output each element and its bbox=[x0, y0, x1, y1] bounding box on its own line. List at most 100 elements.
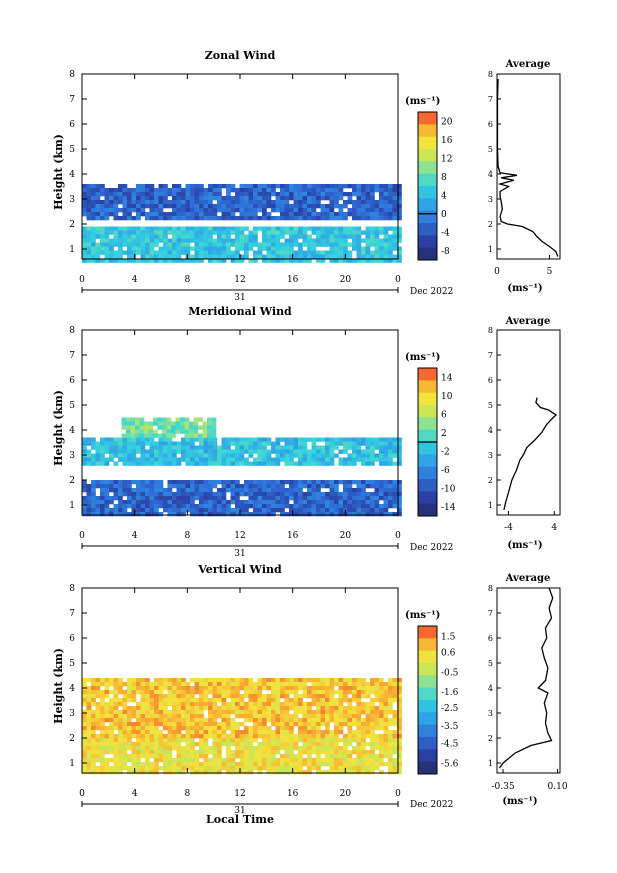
heatmap-cell bbox=[145, 480, 150, 485]
heatmap-cell bbox=[181, 238, 186, 243]
heatmap-cell bbox=[226, 488, 231, 493]
profile-y-tick-label: 5 bbox=[488, 401, 493, 410]
heatmap-cell bbox=[316, 196, 321, 201]
heatmap-cell bbox=[289, 702, 294, 707]
heatmap-cell bbox=[302, 742, 308, 747]
heatmap-cell bbox=[388, 496, 393, 501]
heatmap-cell bbox=[325, 750, 330, 755]
heatmap-cell bbox=[190, 254, 195, 259]
heatmap-cell bbox=[289, 480, 294, 485]
heatmap-cell bbox=[248, 750, 254, 755]
heatmap-cell bbox=[257, 184, 263, 189]
heatmap-cell bbox=[171, 433, 176, 438]
heatmap-cell bbox=[181, 258, 186, 263]
heatmap-cell bbox=[257, 242, 263, 247]
heatmap-cell bbox=[226, 437, 231, 442]
heatmap-cell bbox=[320, 216, 326, 221]
heatmap-cell bbox=[320, 480, 326, 485]
heatmap-cell bbox=[118, 730, 123, 735]
heatmap-cell bbox=[145, 686, 150, 691]
heatmap-cell bbox=[253, 226, 258, 231]
heatmap-cell bbox=[293, 694, 299, 699]
heatmap-cell bbox=[320, 449, 326, 454]
heatmap-cell bbox=[266, 246, 272, 251]
heatmap-cell bbox=[356, 710, 362, 715]
heatmap-cell bbox=[230, 453, 236, 458]
heatmap-cell bbox=[100, 234, 105, 239]
heatmap-cell bbox=[316, 726, 321, 731]
heatmap-cell bbox=[302, 258, 308, 263]
heatmap-cell bbox=[352, 480, 357, 485]
heatmap-cell bbox=[347, 742, 353, 747]
heatmap-cell bbox=[122, 204, 128, 209]
heatmap-cell bbox=[392, 208, 398, 213]
heatmap-cell bbox=[293, 192, 299, 197]
heatmap-cell bbox=[86, 512, 92, 517]
heatmap-cell bbox=[122, 449, 128, 454]
heatmap-cell bbox=[311, 238, 317, 243]
heatmap-cell bbox=[307, 226, 312, 231]
heatmap-cell bbox=[374, 492, 380, 497]
heatmap-cell bbox=[145, 238, 150, 243]
heatmap-cell bbox=[280, 196, 285, 201]
heatmap-cell bbox=[379, 238, 384, 243]
heatmap-cell bbox=[217, 250, 222, 255]
heatmap-cell bbox=[397, 508, 402, 513]
heatmap-cell bbox=[153, 433, 158, 438]
heatmap-cell bbox=[374, 694, 380, 699]
heatmap-cell bbox=[275, 484, 281, 489]
heatmap-cell bbox=[163, 242, 168, 247]
heatmap-cell bbox=[118, 488, 123, 493]
heatmap-cell bbox=[374, 710, 380, 715]
heatmap-cell bbox=[239, 200, 245, 205]
heatmap-cell bbox=[365, 445, 371, 450]
heatmap-cell bbox=[352, 445, 357, 450]
heatmap-cell bbox=[280, 208, 285, 213]
heatmap-cell bbox=[104, 441, 110, 446]
heatmap-cell bbox=[293, 254, 299, 259]
heatmap-cell bbox=[86, 714, 92, 719]
profile-y-tick-label: 3 bbox=[488, 195, 493, 204]
heatmap-cell bbox=[230, 480, 236, 485]
heatmap-cell bbox=[302, 504, 308, 509]
colorbar-segment bbox=[418, 429, 437, 443]
heatmap-cell bbox=[118, 242, 123, 247]
colorbar-segment bbox=[418, 663, 437, 676]
heatmap-cell bbox=[365, 686, 371, 691]
heatmap-cell bbox=[104, 496, 110, 501]
heatmap-cell bbox=[127, 500, 132, 505]
heatmap-cell bbox=[95, 718, 101, 723]
heatmap-cell bbox=[311, 718, 317, 723]
heatmap-cell bbox=[109, 500, 114, 505]
heatmap-cell bbox=[271, 208, 276, 213]
heatmap-cell bbox=[95, 242, 101, 247]
heatmap-cell bbox=[140, 480, 146, 485]
heatmap-cell bbox=[293, 184, 299, 189]
heatmap-cell bbox=[388, 453, 393, 458]
heatmap-cell bbox=[383, 188, 389, 193]
heatmap-cell bbox=[365, 461, 371, 466]
heatmap-cell bbox=[347, 254, 353, 259]
heatmap-cell bbox=[145, 738, 150, 743]
heatmap-cell bbox=[145, 746, 150, 751]
heatmap-cell bbox=[154, 738, 159, 743]
colorbar-tick-label: -2.5 bbox=[441, 704, 459, 714]
heatmap-cell bbox=[208, 484, 213, 489]
heatmap-cell bbox=[82, 742, 87, 747]
heatmap-cell bbox=[144, 429, 149, 434]
heatmap-cell bbox=[82, 480, 87, 485]
heatmap-cell bbox=[397, 216, 402, 221]
heatmap-cell bbox=[230, 457, 236, 462]
heatmap-cell bbox=[104, 750, 110, 755]
heatmap-cell bbox=[316, 758, 321, 763]
heatmap-cell bbox=[334, 480, 339, 485]
heatmap-cell bbox=[347, 508, 353, 513]
heatmap-cell bbox=[320, 686, 326, 691]
heatmap-cell bbox=[181, 746, 186, 751]
heatmap-cell bbox=[392, 184, 398, 189]
heatmap-cell bbox=[311, 758, 317, 763]
heatmap-cell bbox=[397, 714, 402, 719]
heatmap-cell bbox=[302, 746, 308, 751]
heatmap-cell bbox=[311, 738, 317, 743]
heatmap-cell bbox=[361, 512, 366, 517]
